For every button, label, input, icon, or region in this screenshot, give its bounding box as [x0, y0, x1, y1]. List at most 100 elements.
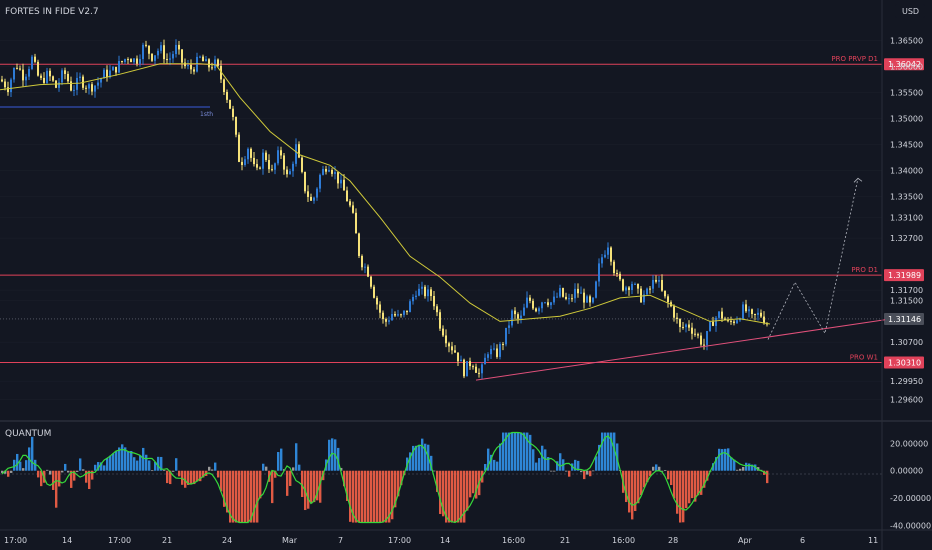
candle-body [562, 288, 564, 297]
histogram-bar [226, 470, 229, 513]
candle-body [232, 108, 234, 117]
candle-body [19, 68, 21, 70]
candle-body [424, 286, 426, 297]
oscillator-tick-label: 0.00000 [890, 467, 923, 476]
candle-body [472, 366, 474, 368]
histogram-bar [379, 470, 382, 523]
histogram-bar [580, 470, 583, 473]
time-tick-label: 11 [868, 536, 878, 545]
candle-body [262, 152, 264, 169]
candle-body [760, 312, 762, 317]
histogram-bar [664, 470, 667, 471]
histogram-bar [430, 455, 433, 471]
histogram-bar [22, 468, 25, 471]
histogram-bar [532, 449, 535, 471]
histogram-bar [658, 466, 661, 471]
candle-body [40, 75, 42, 78]
histogram-bar [136, 460, 139, 471]
candle-body [502, 343, 504, 345]
indicator-title[interactable]: FORTES IN FIDE V2.7 [5, 7, 99, 17]
histogram-bar [298, 464, 301, 471]
histogram-bar [583, 470, 586, 480]
histogram-bar [313, 470, 316, 503]
candle-body [298, 144, 300, 158]
histogram-bar [145, 454, 148, 471]
candle-body [274, 163, 276, 170]
histogram-bar [259, 470, 262, 499]
candle-body [202, 56, 204, 62]
histogram-bar [82, 469, 85, 471]
level-price-tag-bg [884, 269, 924, 282]
candle-body [508, 325, 510, 328]
histogram-bar [262, 463, 265, 471]
histogram-bar [328, 439, 331, 471]
candle-body [526, 297, 528, 308]
level-price-tag-bg [884, 58, 924, 71]
histogram-bar [577, 460, 580, 471]
candle-body [733, 321, 735, 324]
candle-body [328, 169, 330, 172]
candle-body [337, 172, 339, 184]
candle-body [640, 288, 642, 303]
histogram-bar [460, 470, 463, 523]
candle-body [313, 197, 315, 201]
candle-body [142, 44, 144, 60]
histogram-bar [682, 470, 685, 523]
lower-indicator-title[interactable]: QUANTUM [5, 429, 51, 439]
histogram-bar [295, 443, 298, 471]
candle-body [400, 314, 402, 316]
level-price-tag: 1.36042 [888, 60, 921, 69]
histogram-bar [196, 470, 199, 482]
currency-label[interactable]: USD [902, 7, 919, 16]
candle-body [121, 61, 123, 63]
price-tick-label: 1.32700 [890, 234, 923, 243]
price-axis[interactable]: 1.36500 1.36000 1.35500 1.35000 1.34500 1.340… [890, 36, 923, 404]
candle-body [244, 159, 246, 165]
histogram-bar [559, 453, 562, 471]
histogram-bar [586, 470, 589, 475]
histogram-bar [454, 470, 457, 523]
candle-body [127, 59, 129, 61]
histogram-bar [568, 470, 571, 477]
candle-body [283, 155, 285, 170]
candle-body [418, 288, 420, 296]
candle-body [538, 308, 540, 312]
price-tick-label: 1.34500 [890, 140, 923, 149]
candle-body [487, 354, 489, 358]
histogram-bar [229, 470, 232, 523]
histogram-bar [166, 470, 169, 484]
price-tick-label: 1.31500 [890, 297, 923, 306]
candle-body [148, 45, 150, 54]
price-tick-label: 1.34000 [890, 166, 923, 175]
candle-body [409, 301, 411, 313]
candle-body [295, 144, 297, 164]
candle-body [439, 312, 441, 329]
histogram-bar [538, 458, 541, 471]
histogram-bar [643, 470, 646, 488]
time-axis[interactable]: 17:00 14 17:00 21 24 Mar 7 17:00 14 16:00 21 16:00 2… [4, 536, 878, 545]
histogram-bar [55, 470, 58, 508]
candle-body [292, 163, 294, 172]
histogram-bar [415, 445, 418, 471]
candle-body [601, 257, 603, 264]
histogram-bar [169, 470, 172, 485]
level-label: PRO PRVP D1 [831, 55, 878, 63]
candle-body [10, 79, 12, 93]
histogram-bar [232, 470, 235, 523]
histogram-bar [289, 470, 292, 486]
candle-body [463, 359, 465, 377]
price-tick-label: 1.29950 [890, 377, 923, 386]
candle-body [34, 56, 36, 62]
candle-body [730, 320, 732, 322]
candle-body [220, 65, 222, 80]
candle-body [187, 64, 189, 67]
candle-body [43, 77, 45, 83]
candle-body [391, 314, 393, 321]
histogram-bar [424, 443, 427, 471]
histogram-bar [247, 470, 250, 523]
time-tick-label: 7 [338, 536, 343, 545]
candle-body [715, 317, 717, 326]
candle-body [7, 87, 9, 93]
histogram-bar [124, 447, 127, 471]
